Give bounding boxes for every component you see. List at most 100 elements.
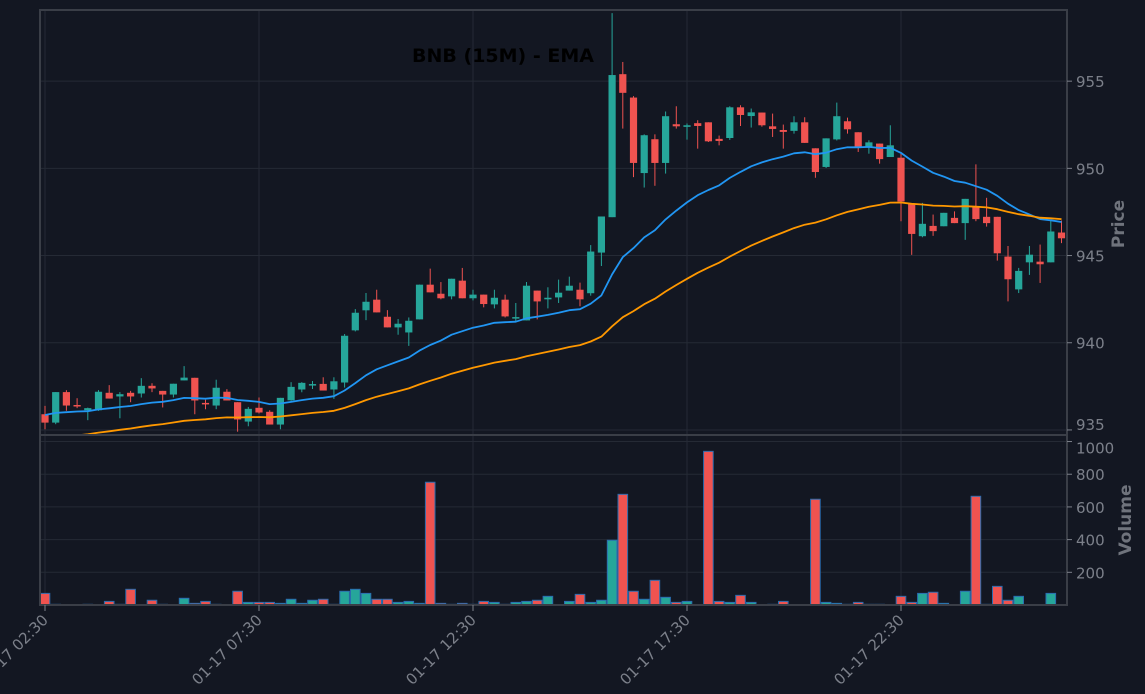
candle-body [886,145,894,158]
volume-bar [735,594,746,605]
candle [308,380,317,389]
candle-body [1025,254,1033,263]
candle-body [736,107,745,115]
candle [180,366,188,381]
candle-body [683,125,691,127]
chart-title: BNB (15M) - EMA [412,45,594,67]
volume-bar [232,590,243,605]
volume-bar [660,596,671,605]
candle [148,383,156,393]
candle-body [833,116,841,140]
candle [769,113,777,137]
candle [512,302,520,323]
volume-tick-label: 400 [1076,532,1105,550]
candle-body [865,142,873,148]
candle [437,282,445,300]
candle-body [116,394,124,397]
candle-body [619,74,627,93]
volume-bar [542,595,554,605]
candle-body [276,397,284,425]
candle [362,293,370,321]
candle [169,383,177,398]
candle-body [105,392,113,399]
price-tick-label: 935 [1076,416,1105,434]
candle [533,290,541,320]
volume-panel-frame [39,434,1068,606]
candle-body [1047,231,1055,263]
ema-fast-line [44,145,1062,416]
candle [448,278,456,300]
volume-bar [638,598,650,605]
volume-bar [264,601,275,605]
candle [715,135,723,146]
candle-body [726,107,734,139]
volume-bar [489,601,500,605]
candle [41,405,49,430]
candle [351,309,359,332]
candle [833,102,841,141]
volume-bar [285,598,297,605]
candle-body [983,216,991,224]
candle [84,407,92,421]
candle [694,120,702,149]
candle [897,153,905,222]
candle [736,105,745,126]
volume-bar [606,539,618,605]
candle [726,106,734,140]
candle [116,392,124,419]
volume-bar [103,600,115,605]
candle-body [769,126,777,129]
candle-body [426,284,434,293]
candle-body [308,384,317,386]
volume-bar [596,599,607,605]
candle [801,117,809,143]
candle [576,282,584,307]
candle-body [180,377,188,381]
volume-bar [317,598,329,605]
candle [544,287,552,309]
candle [876,143,884,164]
volume-bar [125,588,136,605]
candle [950,211,959,224]
candle [597,216,605,267]
candle-body [908,203,916,234]
candle-body [373,299,381,313]
price-tick-label: 955 [1076,73,1105,91]
candle [565,276,573,291]
candle [662,111,670,174]
volume-bar [681,600,693,605]
candle [319,377,327,391]
candle-body [662,116,670,163]
candle-body [629,97,638,163]
volume-bar [243,601,254,605]
volume-bar [820,601,832,605]
candle-body [1036,261,1044,265]
candle-body [383,316,391,328]
volume-bar [724,601,736,605]
price-tick-label: 940 [1076,335,1105,353]
candle-body [608,75,616,218]
volume-bar [1045,592,1057,605]
volume-bar [585,601,597,605]
candle [651,134,659,186]
volume-bar [992,585,1003,605]
candle-body [415,284,424,320]
candle-body [201,402,210,405]
candle [619,61,627,129]
grid-lines [40,10,1067,605]
candle [394,319,402,335]
candle [373,289,381,313]
candle-body [961,198,969,224]
volume-bar [745,601,757,605]
candle [1025,245,1033,275]
volume-bar [360,592,372,605]
candle-body [191,377,199,401]
candle [1015,267,1023,294]
candle-body [490,297,498,305]
volume-bar [521,600,532,605]
candle [993,216,1001,261]
volume-bar [970,495,982,605]
candle-body [405,320,413,333]
volume-bar [917,592,928,605]
volume-bar [510,601,522,605]
